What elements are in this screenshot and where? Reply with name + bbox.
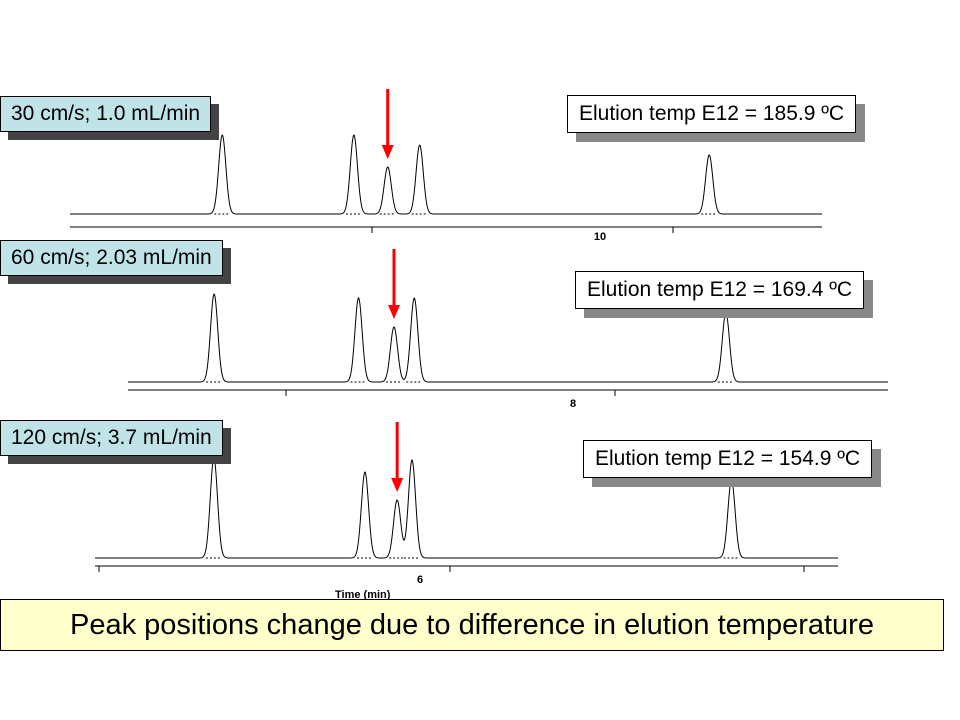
chromatogram-trace <box>95 457 838 559</box>
chromatogram-trace <box>128 293 888 383</box>
conclusion-banner: Peak positions change due to difference … <box>0 599 944 651</box>
x-axis-title: Time (min) <box>335 589 391 601</box>
banner-text: Peak positions change due to difference … <box>70 608 874 641</box>
condition-label-3: 120 cm/s; 3.7 mL/min <box>0 420 223 456</box>
arrow-head-icon <box>391 478 404 492</box>
elution-temp-2: Elution temp E12 = 169.4 ºC <box>575 271 865 309</box>
arrow-head-icon <box>388 305 400 319</box>
elution-temp-1: Elution temp E12 = 185.9 ºC <box>567 95 857 133</box>
condition-label-2: 60 cm/s; 2.03 mL/min <box>0 240 223 276</box>
tick-label-3: 6 <box>416 574 424 586</box>
elution-temp-3: Elution temp E12 = 154.9 ºC <box>583 440 873 478</box>
condition-label-1: 30 cm/s; 1.0 mL/min <box>0 96 212 132</box>
tick-label-2: 8 <box>569 398 577 410</box>
tick-label-1: 10 <box>593 231 607 243</box>
arrow-head-icon <box>381 145 394 159</box>
chromatogram-trace <box>70 134 822 215</box>
